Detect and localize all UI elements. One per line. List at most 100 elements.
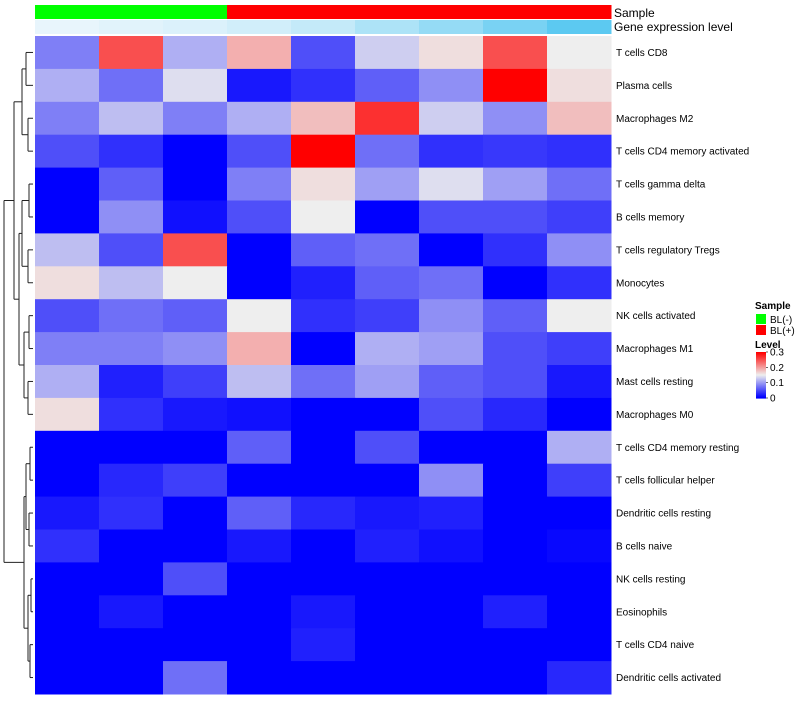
sample-annotation-label: Sample: [614, 6, 655, 20]
heatmap-cell: [419, 529, 484, 563]
heatmap-cell: [227, 68, 292, 103]
row-label: T cells CD4 memory activated: [616, 147, 749, 158]
colorbar-segment: [756, 374, 766, 376]
colorbar-segment: [756, 373, 766, 375]
heatmap-cell: [163, 397, 228, 432]
colorbar-segment: [756, 390, 766, 392]
heatmap-cell: [291, 529, 356, 563]
heatmap-cell: [35, 529, 100, 563]
sample-annotation-cell: [547, 5, 612, 19]
heatmap-cell: [483, 266, 548, 300]
colorbar-segment: [756, 385, 766, 387]
heatmap-cell: [99, 628, 164, 662]
colorbar-segment: [756, 363, 766, 365]
heatmap-cell: [419, 233, 484, 267]
heatmap-cell: [35, 101, 100, 136]
row-label: B cells memory: [616, 212, 684, 223]
row-label: Mast cells resting: [616, 377, 693, 388]
sample-annotation-cell: [483, 5, 548, 19]
heatmap-cell: [483, 595, 548, 629]
heatmap-cell: [547, 661, 612, 695]
heatmap-cell: [483, 167, 548, 201]
heatmap-cell: [419, 266, 484, 300]
heatmap-cell: [99, 167, 164, 201]
row-label: Dendritic cells resting: [616, 509, 711, 520]
heatmap-cell: [35, 430, 100, 465]
heatmap-cell: [227, 233, 292, 267]
colorbar-segment: [756, 375, 766, 377]
heatmap-cell: [35, 496, 100, 530]
gene-expression-annotation-cell: [35, 20, 100, 34]
colorbar-segment: [756, 370, 766, 372]
colorbar-segment: [756, 352, 766, 354]
heatmap-cell: [419, 200, 484, 234]
heatmap-cell: [163, 595, 228, 629]
legend-swatch-bl-neg: [756, 314, 766, 324]
heatmap-cell: [99, 661, 164, 695]
heatmap-cell: [35, 661, 100, 695]
heatmap-cell: [355, 529, 420, 563]
row-label: Dendritic cells activated: [616, 673, 721, 684]
heatmap-cell: [483, 397, 548, 432]
heatmap-cell: [483, 299, 548, 333]
heatmap-cell: [291, 101, 356, 136]
legend-level-title: Level: [755, 340, 781, 351]
heatmap-cell: [35, 397, 100, 432]
heatmap-cell: [419, 299, 484, 333]
gene-expression-annotation-cell: [355, 20, 420, 34]
gene-expression-annotation-cell: [483, 20, 548, 34]
heatmap-cell: [483, 529, 548, 563]
gene-expression-annotation-label: Gene expression level: [614, 20, 733, 34]
heatmap-cell: [547, 233, 612, 267]
heatmap-cell: [99, 134, 164, 169]
heatmap-cell: [35, 167, 100, 201]
heatmap-cell: [99, 397, 164, 432]
heatmap-cell: [483, 36, 548, 70]
heatmap-cell: [163, 496, 228, 530]
heatmap-cell: [35, 36, 100, 70]
heatmap-cell: [227, 299, 292, 333]
heatmap-cell: [483, 365, 548, 399]
colorbar-tick-label: 0.3: [770, 348, 784, 359]
colorbar-segment: [756, 368, 766, 370]
heatmap-cell: [291, 167, 356, 201]
heatmap-cell: [163, 529, 228, 563]
heatmap-cell: [291, 134, 356, 169]
colorbar-segment: [756, 378, 766, 380]
heatmap-cell: [35, 595, 100, 629]
heatmap-cell: [419, 562, 484, 596]
heatmap-cell: [163, 101, 228, 136]
heatmap-cell: [99, 365, 164, 399]
heatmap-cell: [227, 496, 292, 530]
heatmap-cell: [547, 332, 612, 366]
colorbar-segment: [756, 382, 766, 384]
sample-annotation-cell: [163, 5, 228, 19]
heatmap-cell: [35, 233, 100, 267]
row-label: T cells CD8: [616, 48, 668, 59]
colorbar-segment: [756, 377, 766, 379]
heatmap-cell: [99, 101, 164, 136]
gene-expression-annotation-cell: [163, 20, 228, 34]
colorbar-segment: [756, 386, 766, 388]
heatmap-cell: [99, 36, 164, 70]
heatmap-cell: [35, 332, 100, 366]
colorbar-segment: [756, 379, 766, 381]
heatmap-cell: [163, 463, 228, 498]
row-label: B cells naive: [616, 541, 673, 552]
row-label: Macrophages M0: [616, 410, 694, 421]
heatmap-cell: [35, 200, 100, 234]
heatmap-cell: [227, 397, 292, 432]
colorbar-segment: [756, 359, 766, 361]
heatmap-cell: [419, 595, 484, 629]
gene-expression-annotation-cell: [227, 20, 292, 34]
colorbar-segment: [756, 387, 766, 389]
colorbar-segment: [756, 361, 766, 363]
heatmap-cell: [355, 562, 420, 596]
heatmap-cell: [419, 167, 484, 201]
heatmap-cell: [483, 562, 548, 596]
legend: Sample BL(-) BL(+) Level 0.3 0.2 0.1 0: [755, 301, 795, 405]
colorbar-segment: [756, 389, 766, 391]
heatmap-cell: [547, 68, 612, 103]
heatmap-cell: [419, 36, 484, 70]
